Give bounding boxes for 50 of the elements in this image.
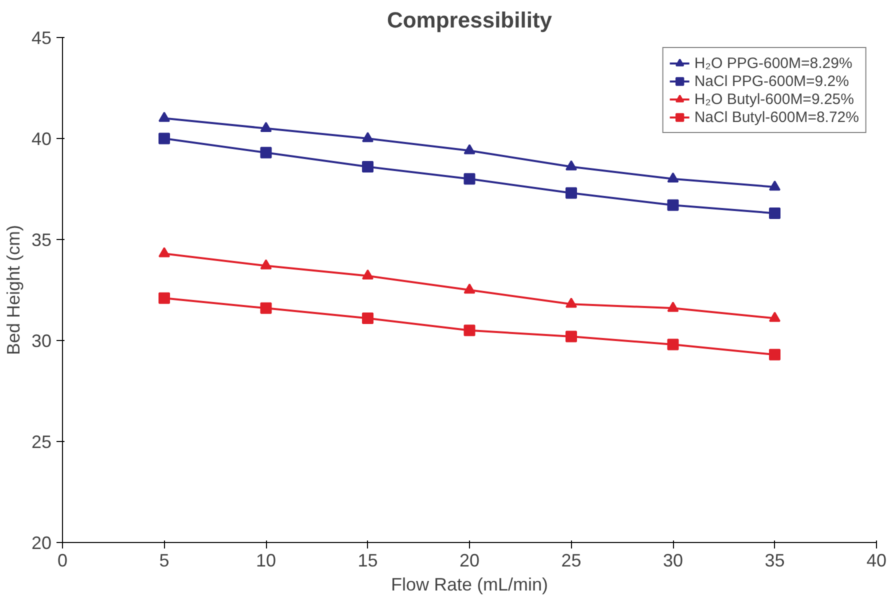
y-tick-label: 35 <box>31 230 52 250</box>
legend-label: NaCl Butyl-600M=8.72% <box>694 108 859 126</box>
x-tick-label: 0 <box>57 550 68 570</box>
point <box>260 259 272 270</box>
point <box>158 247 170 258</box>
point <box>769 348 780 360</box>
x-tick-label: 35 <box>764 550 785 570</box>
x-tick-label: 15 <box>358 550 378 570</box>
point <box>260 146 272 158</box>
legend-label: NaCl PPG-600M=9.2% <box>694 72 849 90</box>
x-tick-label: 20 <box>459 550 480 570</box>
point <box>464 144 476 154</box>
point <box>667 338 679 350</box>
point <box>464 173 476 185</box>
point <box>158 132 170 144</box>
legend-label: H₂O Butyl-600M=9.25% <box>694 90 854 108</box>
point <box>362 161 374 173</box>
point <box>362 312 374 324</box>
point <box>158 292 170 304</box>
point <box>464 324 476 336</box>
x-tick-label: 30 <box>662 550 684 570</box>
legend-label: H₂O PPG-600M=8.29% <box>694 54 852 72</box>
point <box>566 330 577 342</box>
y-axis-title: Bed Height (cm) <box>3 224 24 356</box>
point <box>667 199 679 211</box>
x-tick-label: 5 <box>159 550 170 570</box>
y-tick-label: 20 <box>31 533 52 553</box>
y-tick-label: 40 <box>31 129 52 149</box>
point <box>464 283 476 294</box>
point <box>362 132 374 142</box>
point <box>260 122 272 132</box>
point <box>260 302 272 314</box>
chart-title: Compressibility <box>386 8 553 32</box>
x-axis-title: Flow Rate (mL/min) <box>390 574 548 594</box>
point <box>667 302 679 312</box>
x-tick-label: 40 <box>866 550 887 570</box>
point <box>769 312 780 322</box>
point <box>667 172 679 183</box>
point <box>566 187 577 199</box>
x-tick-label: 10 <box>256 550 276 570</box>
point <box>769 207 780 219</box>
point <box>362 269 374 280</box>
y-tick-label: 30 <box>31 331 52 351</box>
y-tick-label: 45 <box>31 28 52 48</box>
point <box>769 180 780 191</box>
point <box>566 160 577 170</box>
x-tick-label: 25 <box>561 550 582 570</box>
point <box>566 298 577 308</box>
y-tick-label: 25 <box>31 432 52 452</box>
point <box>158 112 170 122</box>
